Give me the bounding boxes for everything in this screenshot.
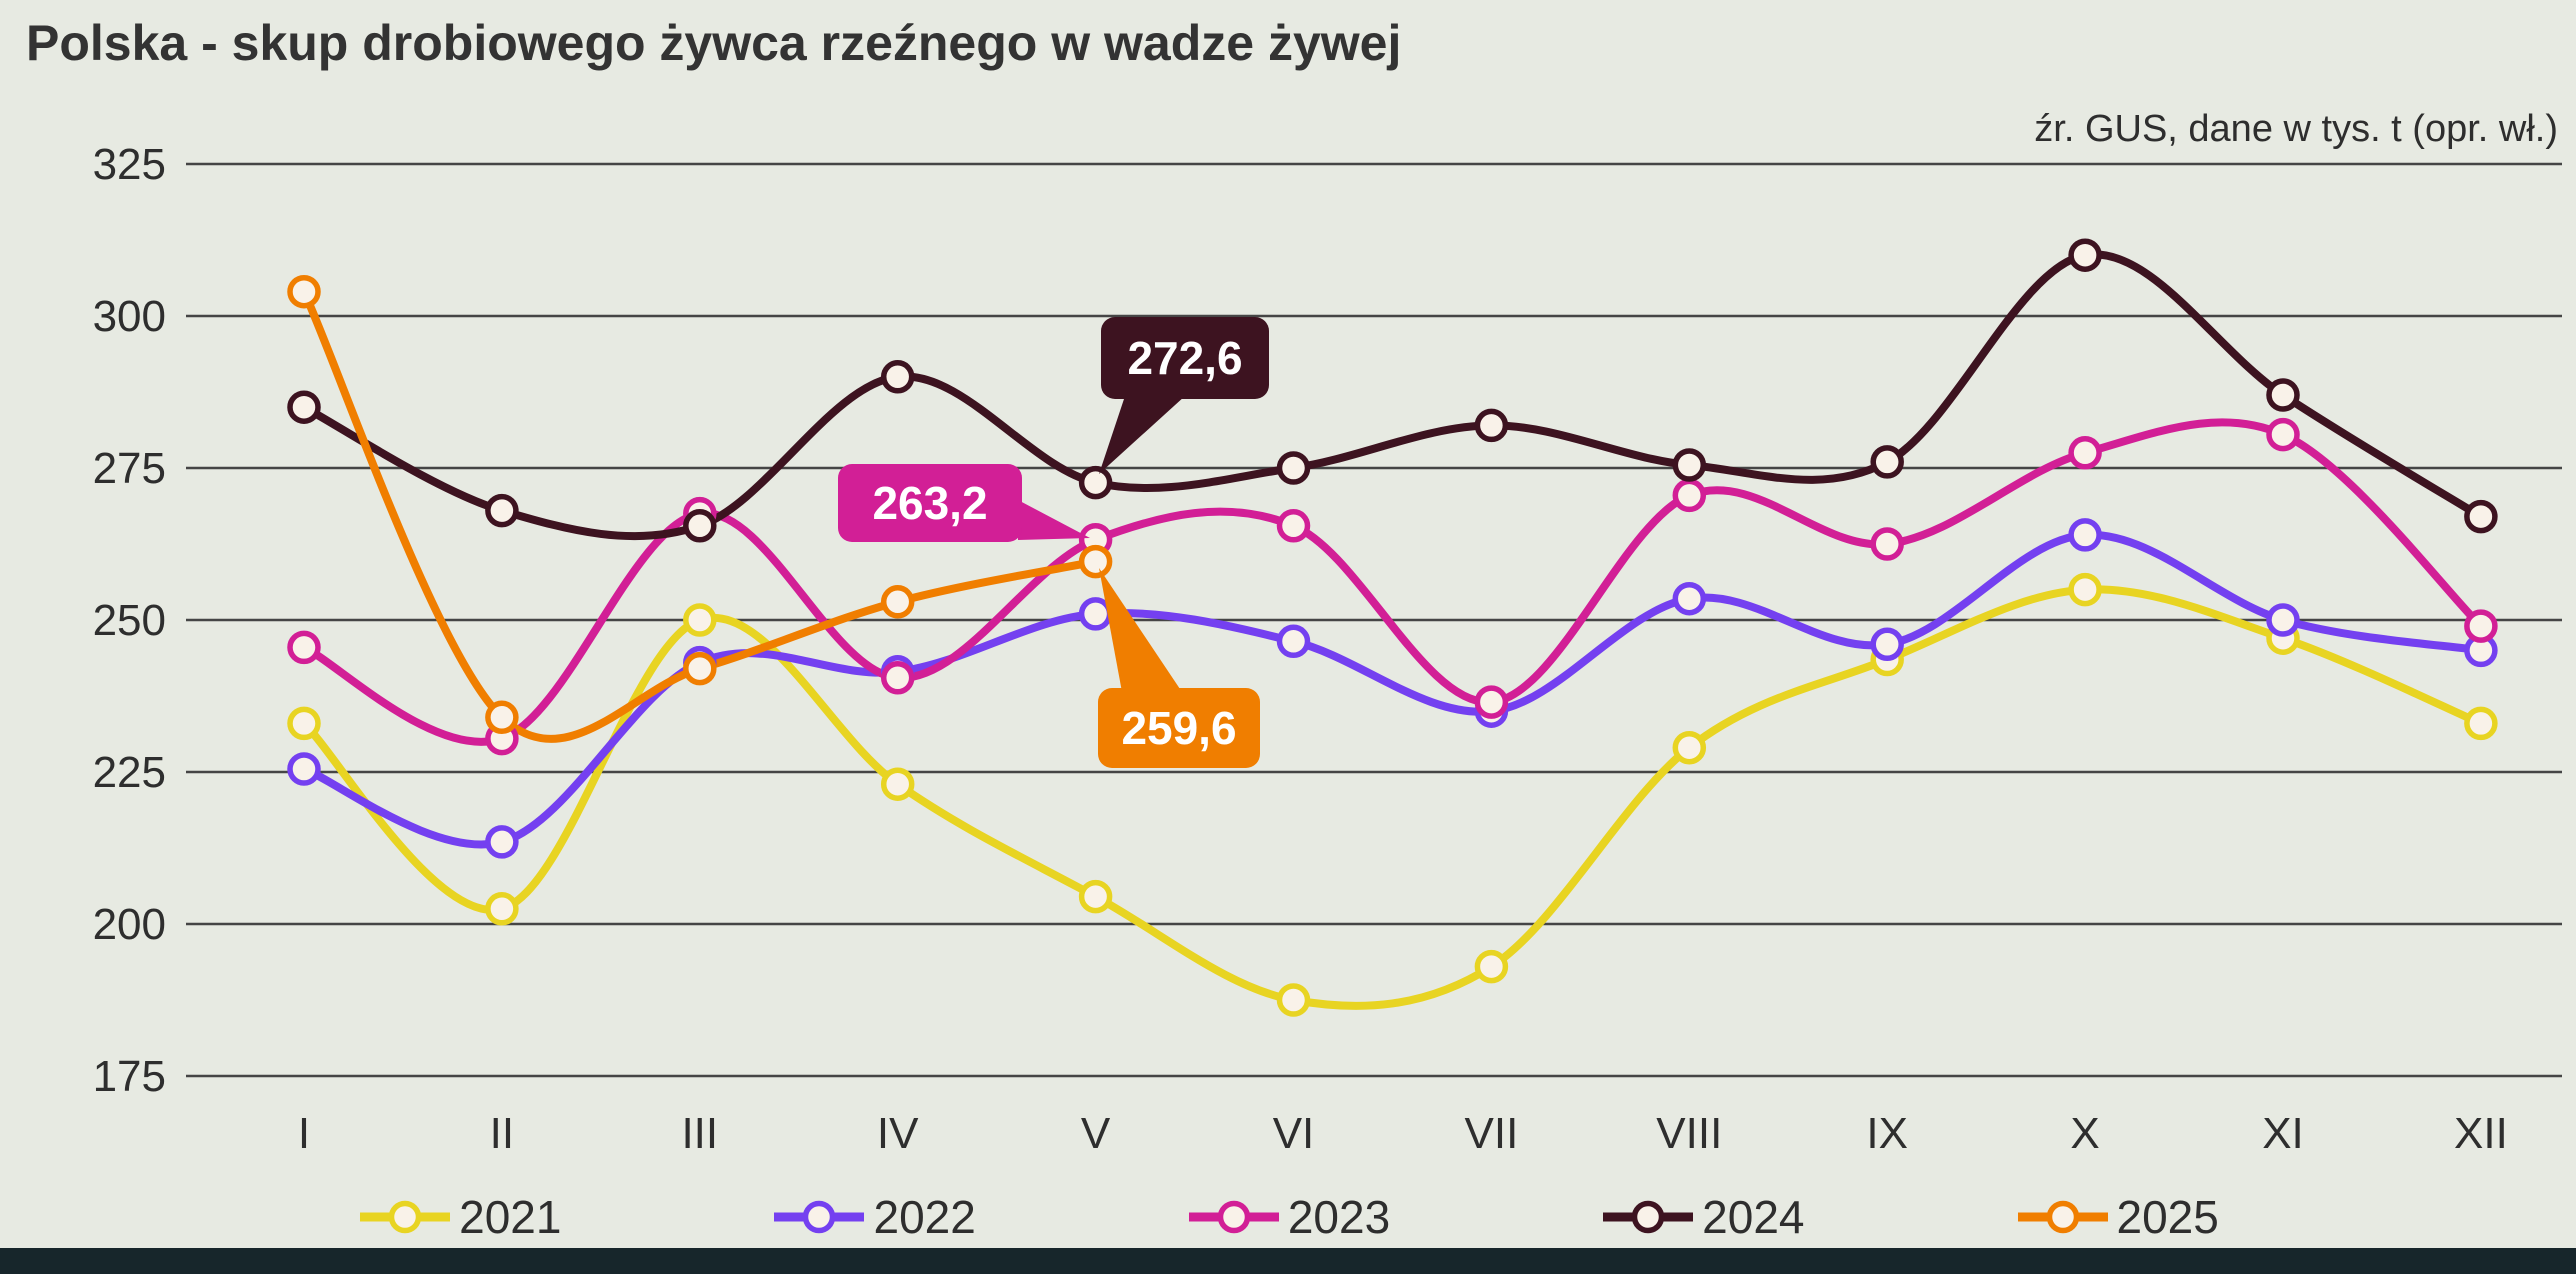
legend-label-2021: 2021 — [459, 1191, 562, 1243]
marker-2023-X — [2068, 436, 2102, 470]
marker-2022-VIII — [1672, 581, 1707, 616]
marker-2022-XI — [2266, 603, 2300, 637]
marker-2024-VI — [1276, 451, 1311, 485]
legend-marker-icon — [360, 1200, 451, 1234]
y-tick-label-200: 200 — [93, 900, 166, 949]
marker-2024-II — [485, 493, 519, 528]
series-line-2025 — [300, 287, 1100, 743]
chart-title: Polska - skup drobiowego żywca rzeźnego … — [26, 15, 1402, 71]
marker-2023-XII — [2464, 609, 2498, 643]
y-tick-label-250: 250 — [93, 596, 166, 645]
series-line-2021 — [300, 585, 2485, 1010]
y-tick-label-225: 225 — [93, 748, 166, 797]
legend-item-2025: 2025 — [2015, 1190, 2219, 1244]
legend-marker-icon — [1603, 1200, 1694, 1234]
x-tick-label-IX: IX — [1866, 1109, 1908, 1158]
legend-label-2023: 2023 — [1287, 1191, 1391, 1243]
marker-2022-I — [287, 752, 321, 786]
marker-2025-IV — [880, 585, 915, 619]
marker-2024-X — [2068, 238, 2102, 272]
x-tick-label-VI: VI — [1273, 1109, 1315, 1158]
callout-box-2023 — [838, 464, 1022, 542]
callout-label-2023: 263,2 — [872, 477, 987, 529]
x-tick-label-X: X — [2070, 1109, 2099, 1158]
x-tick-label-XI: XI — [2262, 1109, 2304, 1158]
marker-2025-II — [485, 700, 519, 735]
marker-2021-I — [287, 706, 321, 741]
marker-2022-V — [1078, 597, 1113, 631]
marker-2021-IV — [880, 767, 915, 801]
x-tick-label-I: I — [298, 1109, 310, 1158]
marker-2021-II — [485, 892, 519, 926]
marker-2023-VI — [1276, 509, 1311, 543]
legend-label-2024: 2024 — [1702, 1191, 1805, 1243]
legend-marker-icon — [774, 1200, 865, 1234]
marker-2024-V — [1078, 465, 1113, 500]
x-tick-label-IV: IV — [877, 1109, 919, 1158]
marker-2022-VI — [1276, 624, 1311, 659]
bottom-bar — [0, 1248, 2576, 1274]
marker-2024-XI — [2266, 378, 2300, 412]
marker-2022-IX — [1870, 627, 1904, 662]
callout-pointer-2023 — [1018, 500, 1090, 540]
marker-2021-XII — [2464, 706, 2498, 741]
marker-2024-XII — [2464, 499, 2498, 534]
marker-2021-X — [2068, 572, 2102, 607]
marker-2023-XI — [2266, 417, 2300, 452]
legend-marker-icon — [2017, 1200, 2108, 1234]
x-tick-label-II: II — [490, 1109, 514, 1158]
callout-box-2024 — [1101, 317, 1269, 399]
legend-marker-icon — [1188, 1200, 1279, 1234]
legend-item-2023: 2023 — [1186, 1190, 1390, 1244]
x-tick-label-V: V — [1081, 1109, 1111, 1158]
marker-2023-VIII — [1672, 478, 1707, 513]
x-tick-label-III: III — [681, 1109, 718, 1158]
series-line-2023 — [300, 418, 2485, 746]
callout-pointer-2024 — [1099, 396, 1185, 474]
marker-2022-II — [485, 825, 519, 859]
marker-2023-VII — [1474, 685, 1509, 719]
series-line-2024 — [300, 250, 2485, 541]
marker-2021-VIII — [1672, 730, 1707, 765]
legend-item-2024: 2024 — [1600, 1190, 1805, 1244]
callout-box-2025 — [1098, 688, 1260, 768]
marker-2023-IV — [880, 661, 915, 695]
x-tick-label-VIII: VIII — [1656, 1109, 1722, 1158]
marker-2025-I — [287, 274, 321, 309]
source-note: źr. GUS, dane w tys. t (opr. wł.) — [2034, 108, 2558, 150]
y-tick-label-275: 275 — [93, 444, 166, 493]
callout-label-2025: 259,6 — [1121, 702, 1236, 754]
marker-2022-X — [2068, 518, 2102, 552]
legend-label-2025: 2025 — [2116, 1191, 2219, 1243]
legend-item-2022: 2022 — [771, 1190, 976, 1244]
callout-label-2024: 272,6 — [1127, 332, 1242, 384]
marker-2024-VII — [1474, 408, 1509, 443]
chart-legend: 2021 2022 2023 2024 2025 — [0, 1188, 2576, 1246]
marker-2021-V — [1078, 879, 1113, 914]
x-tick-label-VII: VII — [1465, 1109, 1519, 1158]
y-tick-label-325: 325 — [93, 140, 166, 189]
marker-2021-VI — [1276, 983, 1311, 1017]
marker-2025-III — [683, 651, 717, 686]
marker-2025-V — [1078, 544, 1113, 579]
marker-2024-IX — [1870, 445, 1904, 479]
marker-2021-VII — [1474, 949, 1509, 984]
marker-2023-I — [287, 630, 321, 665]
marker-2024-IV — [880, 360, 915, 394]
marker-2021-III — [683, 603, 717, 637]
marker-2023-IX — [1870, 527, 1904, 561]
marker-2024-VIII — [1672, 448, 1707, 482]
callout-pointer-2025 — [1099, 568, 1182, 692]
marker-2024-I — [287, 390, 321, 424]
y-tick-label-300: 300 — [93, 292, 166, 341]
legend-item-2021: 2021 — [357, 1190, 561, 1244]
legend-label-2022: 2022 — [873, 1191, 976, 1243]
x-tick-label-XII: XII — [2454, 1109, 2508, 1158]
marker-2024-III — [683, 509, 717, 543]
y-tick-label-175: 175 — [93, 1052, 166, 1101]
